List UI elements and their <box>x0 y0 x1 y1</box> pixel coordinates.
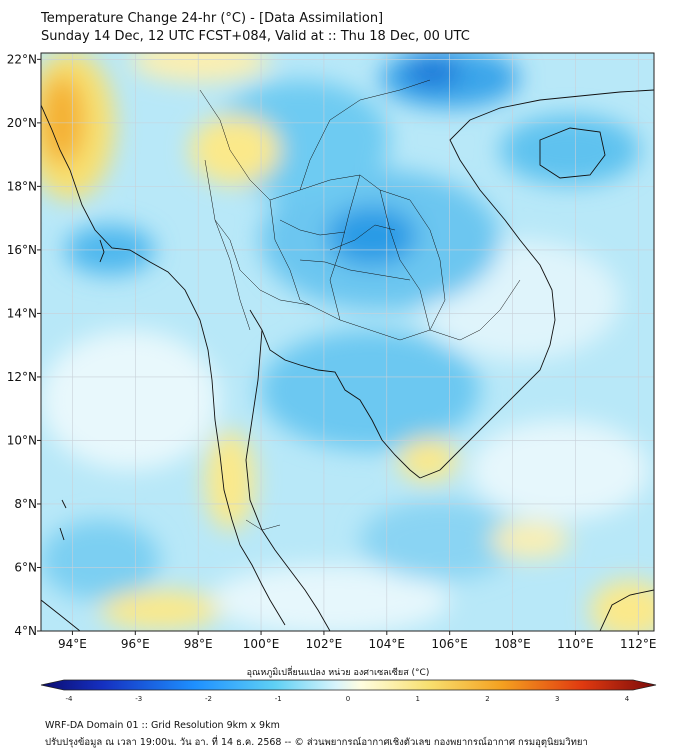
colorbar-tick-label: 1 <box>416 695 420 703</box>
latitude-label: 20°N <box>7 116 37 130</box>
latitude-label: 18°N <box>7 179 37 193</box>
colorbar-tick-label: -3 <box>135 695 142 703</box>
latitude-label: 14°N <box>7 306 37 320</box>
country-borders <box>199 79 521 531</box>
colorbar-tick-label: -2 <box>205 695 212 703</box>
coastlines <box>41 89 654 631</box>
longitude-label: 94°E <box>58 637 87 651</box>
longitude-label: 96°E <box>121 637 150 651</box>
footer-model-info: WRF-DA Domain 01 :: Grid Resolution 9km … <box>45 720 280 731</box>
latitude-labels: 22°N 20°N 18°N 16°N 14°N 12°N 10°N 8°N 6°N 4°N <box>7 52 41 638</box>
longitude-label: 102°E <box>306 637 343 651</box>
colorbar-tick-label: -1 <box>275 695 282 703</box>
footer-credit: ปรับปรุงข้อมูล ณ เวลา 19:00น. วัน อา. ที… <box>45 737 588 748</box>
longitude-label: 100°E <box>243 637 280 651</box>
colorbar-tick-label: -4 <box>66 695 74 703</box>
latitude-label: 8°N <box>14 497 37 511</box>
map-title: Temperature Change 24-hr (°C) - [Data As… <box>41 11 384 26</box>
map-subtitle: Sunday 14 Dec, 12 UTC FCST+084, Valid at… <box>41 29 470 44</box>
latitude-label: 10°N <box>7 433 37 447</box>
colorbar-bar <box>40 679 657 691</box>
longitude-label: 98°E <box>184 637 213 651</box>
longitude-label: 110°E <box>557 637 594 651</box>
colorbar-title: อุณหภูมิเปลี่ยนแปลง หน่วย องศาเซลเซียส (… <box>246 668 430 678</box>
latitude-label: 4°N <box>14 624 37 638</box>
colorbar-tick-label: 4 <box>625 695 630 703</box>
longitude-labels: 94°E 96°E 98°E 100°E 102°E 104°E 106°E 108°E 110… <box>58 631 657 651</box>
latitude-label: 16°N <box>7 243 37 257</box>
longitude-label: 112°E <box>620 637 657 651</box>
latitude-label: 6°N <box>14 560 37 574</box>
plot-frame <box>40 52 655 632</box>
temperature-field <box>41 53 654 631</box>
longitude-label: 108°E <box>494 637 531 651</box>
longitude-label: 106°E <box>431 637 468 651</box>
colorbar-tick-label: 3 <box>555 695 559 703</box>
longitude-label: 104°E <box>369 637 406 651</box>
colorbar: -4 -3 -2 -1 0 1 2 3 4 <box>40 679 657 703</box>
latitude-label: 22°N <box>7 52 37 66</box>
colorbar-tick-label: 2 <box>485 695 489 703</box>
colorbar-ticks: -4 -3 -2 -1 0 1 2 3 4 <box>66 695 630 703</box>
colorbar-tick-label: 0 <box>346 695 350 703</box>
latitude-label: 12°N <box>7 370 37 384</box>
